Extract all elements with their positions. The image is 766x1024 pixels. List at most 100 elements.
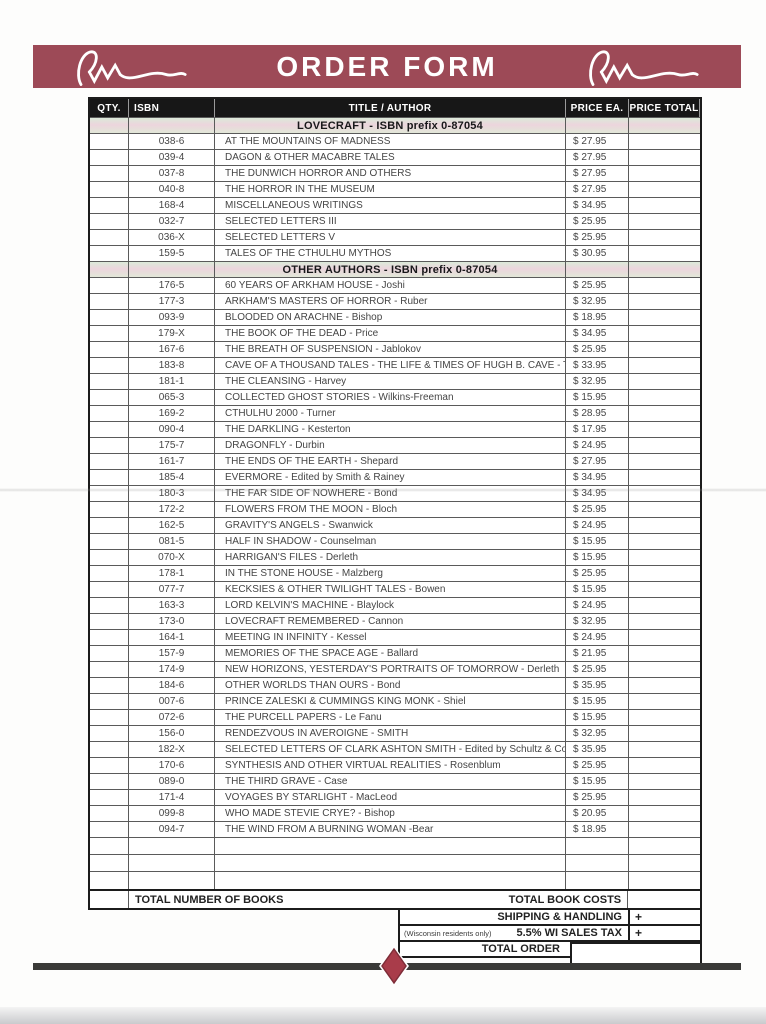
price-total-field[interactable]	[629, 358, 700, 373]
qty-field[interactable]	[90, 230, 129, 245]
price-total-field[interactable]	[629, 630, 700, 645]
price-total-field[interactable]	[629, 598, 700, 613]
price-total-field[interactable]	[629, 678, 700, 693]
title-field[interactable]	[215, 855, 566, 871]
qty-field[interactable]	[90, 694, 129, 709]
qty-field[interactable]	[90, 486, 129, 501]
title-field[interactable]	[215, 872, 566, 889]
price-total-field[interactable]	[629, 470, 700, 485]
price-total-field[interactable]	[629, 710, 700, 725]
qty-field[interactable]	[90, 310, 129, 325]
qty-field[interactable]	[90, 582, 129, 597]
qty-field[interactable]	[90, 198, 129, 213]
price-total-field[interactable]	[629, 790, 700, 805]
price-total-field[interactable]	[629, 230, 700, 245]
price-total-field[interactable]	[629, 326, 700, 341]
qty-field[interactable]	[90, 550, 129, 565]
title-field[interactable]	[215, 838, 566, 854]
price-total-field[interactable]	[629, 390, 700, 405]
price-total-field[interactable]	[629, 518, 700, 533]
price-total-field[interactable]	[629, 502, 700, 517]
price-total-field[interactable]	[629, 726, 700, 741]
price-total-field[interactable]	[629, 198, 700, 213]
price-total-field[interactable]	[629, 838, 700, 854]
price-total-field[interactable]	[629, 646, 700, 661]
price-total-field[interactable]	[629, 422, 700, 437]
price-total-field[interactable]	[629, 374, 700, 389]
price-total-field[interactable]	[629, 454, 700, 469]
qty-field[interactable]	[90, 838, 129, 854]
total-books-field[interactable]	[90, 891, 129, 908]
qty-field[interactable]	[90, 598, 129, 613]
qty-field[interactable]	[90, 502, 129, 517]
isbn-field[interactable]	[129, 838, 215, 854]
price-total-field[interactable]	[629, 406, 700, 421]
price-total-field[interactable]	[629, 246, 700, 261]
qty-field[interactable]	[90, 214, 129, 229]
qty-field[interactable]	[90, 758, 129, 773]
price-total-field[interactable]	[629, 182, 700, 197]
price-total-field[interactable]	[629, 872, 700, 889]
price-total-field[interactable]	[629, 214, 700, 229]
price-total-field[interactable]	[629, 310, 700, 325]
qty-field[interactable]	[90, 438, 129, 453]
qty-field[interactable]	[90, 566, 129, 581]
qty-field[interactable]	[90, 855, 129, 871]
price-total-field[interactable]	[629, 278, 700, 293]
price-total-field[interactable]	[629, 150, 700, 165]
price-total-field[interactable]	[629, 662, 700, 677]
qty-field[interactable]	[90, 534, 129, 549]
price-ea-field[interactable]	[566, 872, 629, 889]
price-total-field[interactable]	[629, 550, 700, 565]
price-ea-field[interactable]	[566, 838, 629, 854]
qty-field[interactable]	[90, 454, 129, 469]
qty-field[interactable]	[90, 822, 129, 837]
qty-field[interactable]	[90, 326, 129, 341]
qty-field[interactable]	[90, 182, 129, 197]
price-total-field[interactable]	[629, 566, 700, 581]
price-total-field[interactable]	[629, 806, 700, 821]
price-total-field[interactable]	[629, 614, 700, 629]
qty-field[interactable]	[90, 518, 129, 533]
price-total-field[interactable]	[629, 822, 700, 837]
qty-field[interactable]	[90, 726, 129, 741]
qty-field[interactable]	[90, 646, 129, 661]
qty-field[interactable]	[90, 278, 129, 293]
qty-field[interactable]	[90, 806, 129, 821]
qty-field[interactable]	[90, 246, 129, 261]
qty-field[interactable]	[90, 294, 129, 309]
qty-field[interactable]	[90, 134, 129, 149]
price-total-field[interactable]	[629, 855, 700, 871]
qty-field[interactable]	[90, 470, 129, 485]
total-order-field[interactable]	[570, 942, 702, 966]
isbn-field[interactable]	[129, 872, 215, 889]
qty-field[interactable]	[90, 710, 129, 725]
qty-field[interactable]	[90, 150, 129, 165]
price-ea-field[interactable]	[566, 855, 629, 871]
qty-field[interactable]	[90, 358, 129, 373]
qty-field[interactable]	[90, 374, 129, 389]
qty-field[interactable]	[90, 630, 129, 645]
price-total-field[interactable]	[629, 582, 700, 597]
price-total-field[interactable]	[629, 742, 700, 757]
tax-amount-field[interactable]: +	[628, 926, 700, 940]
qty-field[interactable]	[90, 342, 129, 357]
price-total-field[interactable]	[629, 694, 700, 709]
qty-field[interactable]	[90, 614, 129, 629]
qty-field[interactable]	[90, 390, 129, 405]
price-total-field[interactable]	[629, 774, 700, 789]
price-total-field[interactable]	[629, 534, 700, 549]
qty-field[interactable]	[90, 662, 129, 677]
qty-field[interactable]	[90, 774, 129, 789]
qty-field[interactable]	[90, 422, 129, 437]
price-total-field[interactable]	[629, 758, 700, 773]
price-total-field[interactable]	[629, 342, 700, 357]
qty-field[interactable]	[90, 790, 129, 805]
qty-field[interactable]	[90, 166, 129, 181]
qty-field[interactable]	[90, 406, 129, 421]
price-total-field[interactable]	[629, 134, 700, 149]
price-total-field[interactable]	[629, 166, 700, 181]
price-total-field[interactable]	[629, 438, 700, 453]
price-total-field[interactable]	[629, 294, 700, 309]
total-costs-field[interactable]	[628, 891, 700, 908]
